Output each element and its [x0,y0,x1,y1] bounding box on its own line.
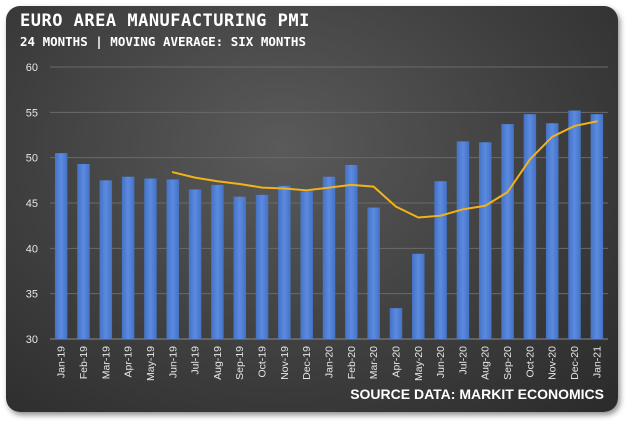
y-tick-label: 35 [26,289,38,301]
x-tick-label: Nov-20 [547,346,559,380]
y-tick-label: 45 [26,198,38,210]
x-tick-label: May-20 [413,346,425,381]
x-tick-label: Nov-19 [279,346,291,380]
x-tick-label: May-19 [145,346,157,381]
x-tick-label: Jul-20 [457,346,469,375]
x-tick-label: Jun-20 [435,346,447,378]
bar-feb-20 [345,164,358,339]
chart-card: EURO AREA MANUFACTURING PMI 24 MONTHS | … [6,6,618,412]
bar-apr-19 [121,176,135,339]
bar-may-19 [144,178,157,339]
x-tick-label: Jan-19 [56,346,68,378]
moving-average [171,120,598,219]
bar-aug-20 [478,142,492,339]
y-axis-ticks: 30 35 40 45 50 55 60 [26,62,38,346]
x-axis-ticks: Jan-19 Feb-19 Mar-19 Apr-19 May-19 Jun-19 Jul-… [56,346,604,381]
x-tick-label: Dec-19 [301,346,313,380]
x-tick-label: Jul-19 [190,346,202,375]
grid-lines [50,66,608,340]
x-tick-label: Mar-20 [368,346,380,379]
bar-nov-19 [278,185,291,339]
x-tick-label: Jun-19 [167,346,179,378]
bar-oct-19 [255,194,269,339]
bar-apr-20 [389,308,403,339]
bar-jul-20 [456,141,470,339]
bar-sep-19 [233,196,246,339]
x-tick-label: Sep-19 [234,346,246,380]
bars [54,110,604,340]
x-tick-label: Aug-19 [212,346,224,380]
x-tick-label: Jan-21 [591,346,603,378]
bar-dec-19 [300,191,313,339]
source-note: SOURCE DATA: MARKIT ECONOMICS [350,386,604,402]
moving-average-line [171,120,598,219]
x-tick-label: Aug-20 [480,346,492,380]
bar-jun-20 [434,181,447,339]
bar-jun-19 [166,179,180,339]
bar-mar-20 [367,207,380,339]
y-tick-label: 60 [26,62,38,74]
bar-jan-19 [54,153,68,339]
x-tick-label: Jan-20 [324,346,336,378]
chart-plot: 30 35 40 45 50 55 60 Jan-19 Feb-19 Mar-19 Apr-19 M… [26,62,608,381]
x-tick-label: Oct-20 [524,346,536,378]
x-tick-label: Feb-19 [78,346,90,379]
x-tick-label: Apr-20 [390,346,402,378]
chart-title: EURO AREA MANUFACTURING PMI [20,11,310,31]
bar-may-20 [412,253,425,339]
x-tick-label: Feb-20 [346,346,358,379]
bar-aug-19 [211,184,224,339]
bar-jan-20 [322,176,336,339]
bar-feb-19 [77,164,90,339]
bar-dec-20 [568,110,581,340]
bar-mar-19 [99,180,113,339]
bar-jul-19 [188,189,202,339]
x-tick-label: Apr-19 [123,346,135,378]
bar-sep-20 [501,124,514,340]
bar-oct-20 [523,114,537,340]
x-tick-label: Oct-19 [257,346,269,378]
y-tick-label: 50 [26,153,38,165]
y-tick-label: 40 [26,243,38,255]
y-tick-label: 30 [26,334,38,346]
x-tick-label: Sep-20 [502,346,514,380]
bar-nov-20 [545,123,559,340]
x-tick-label: Dec-20 [569,346,581,380]
x-tick-label: Mar-19 [100,346,112,379]
bar-jan-21 [590,114,604,340]
chart-subtitle: 24 MONTHS | MOVING AVERAGE: SIX MONTHS [20,34,306,49]
y-tick-label: 55 [26,107,38,119]
